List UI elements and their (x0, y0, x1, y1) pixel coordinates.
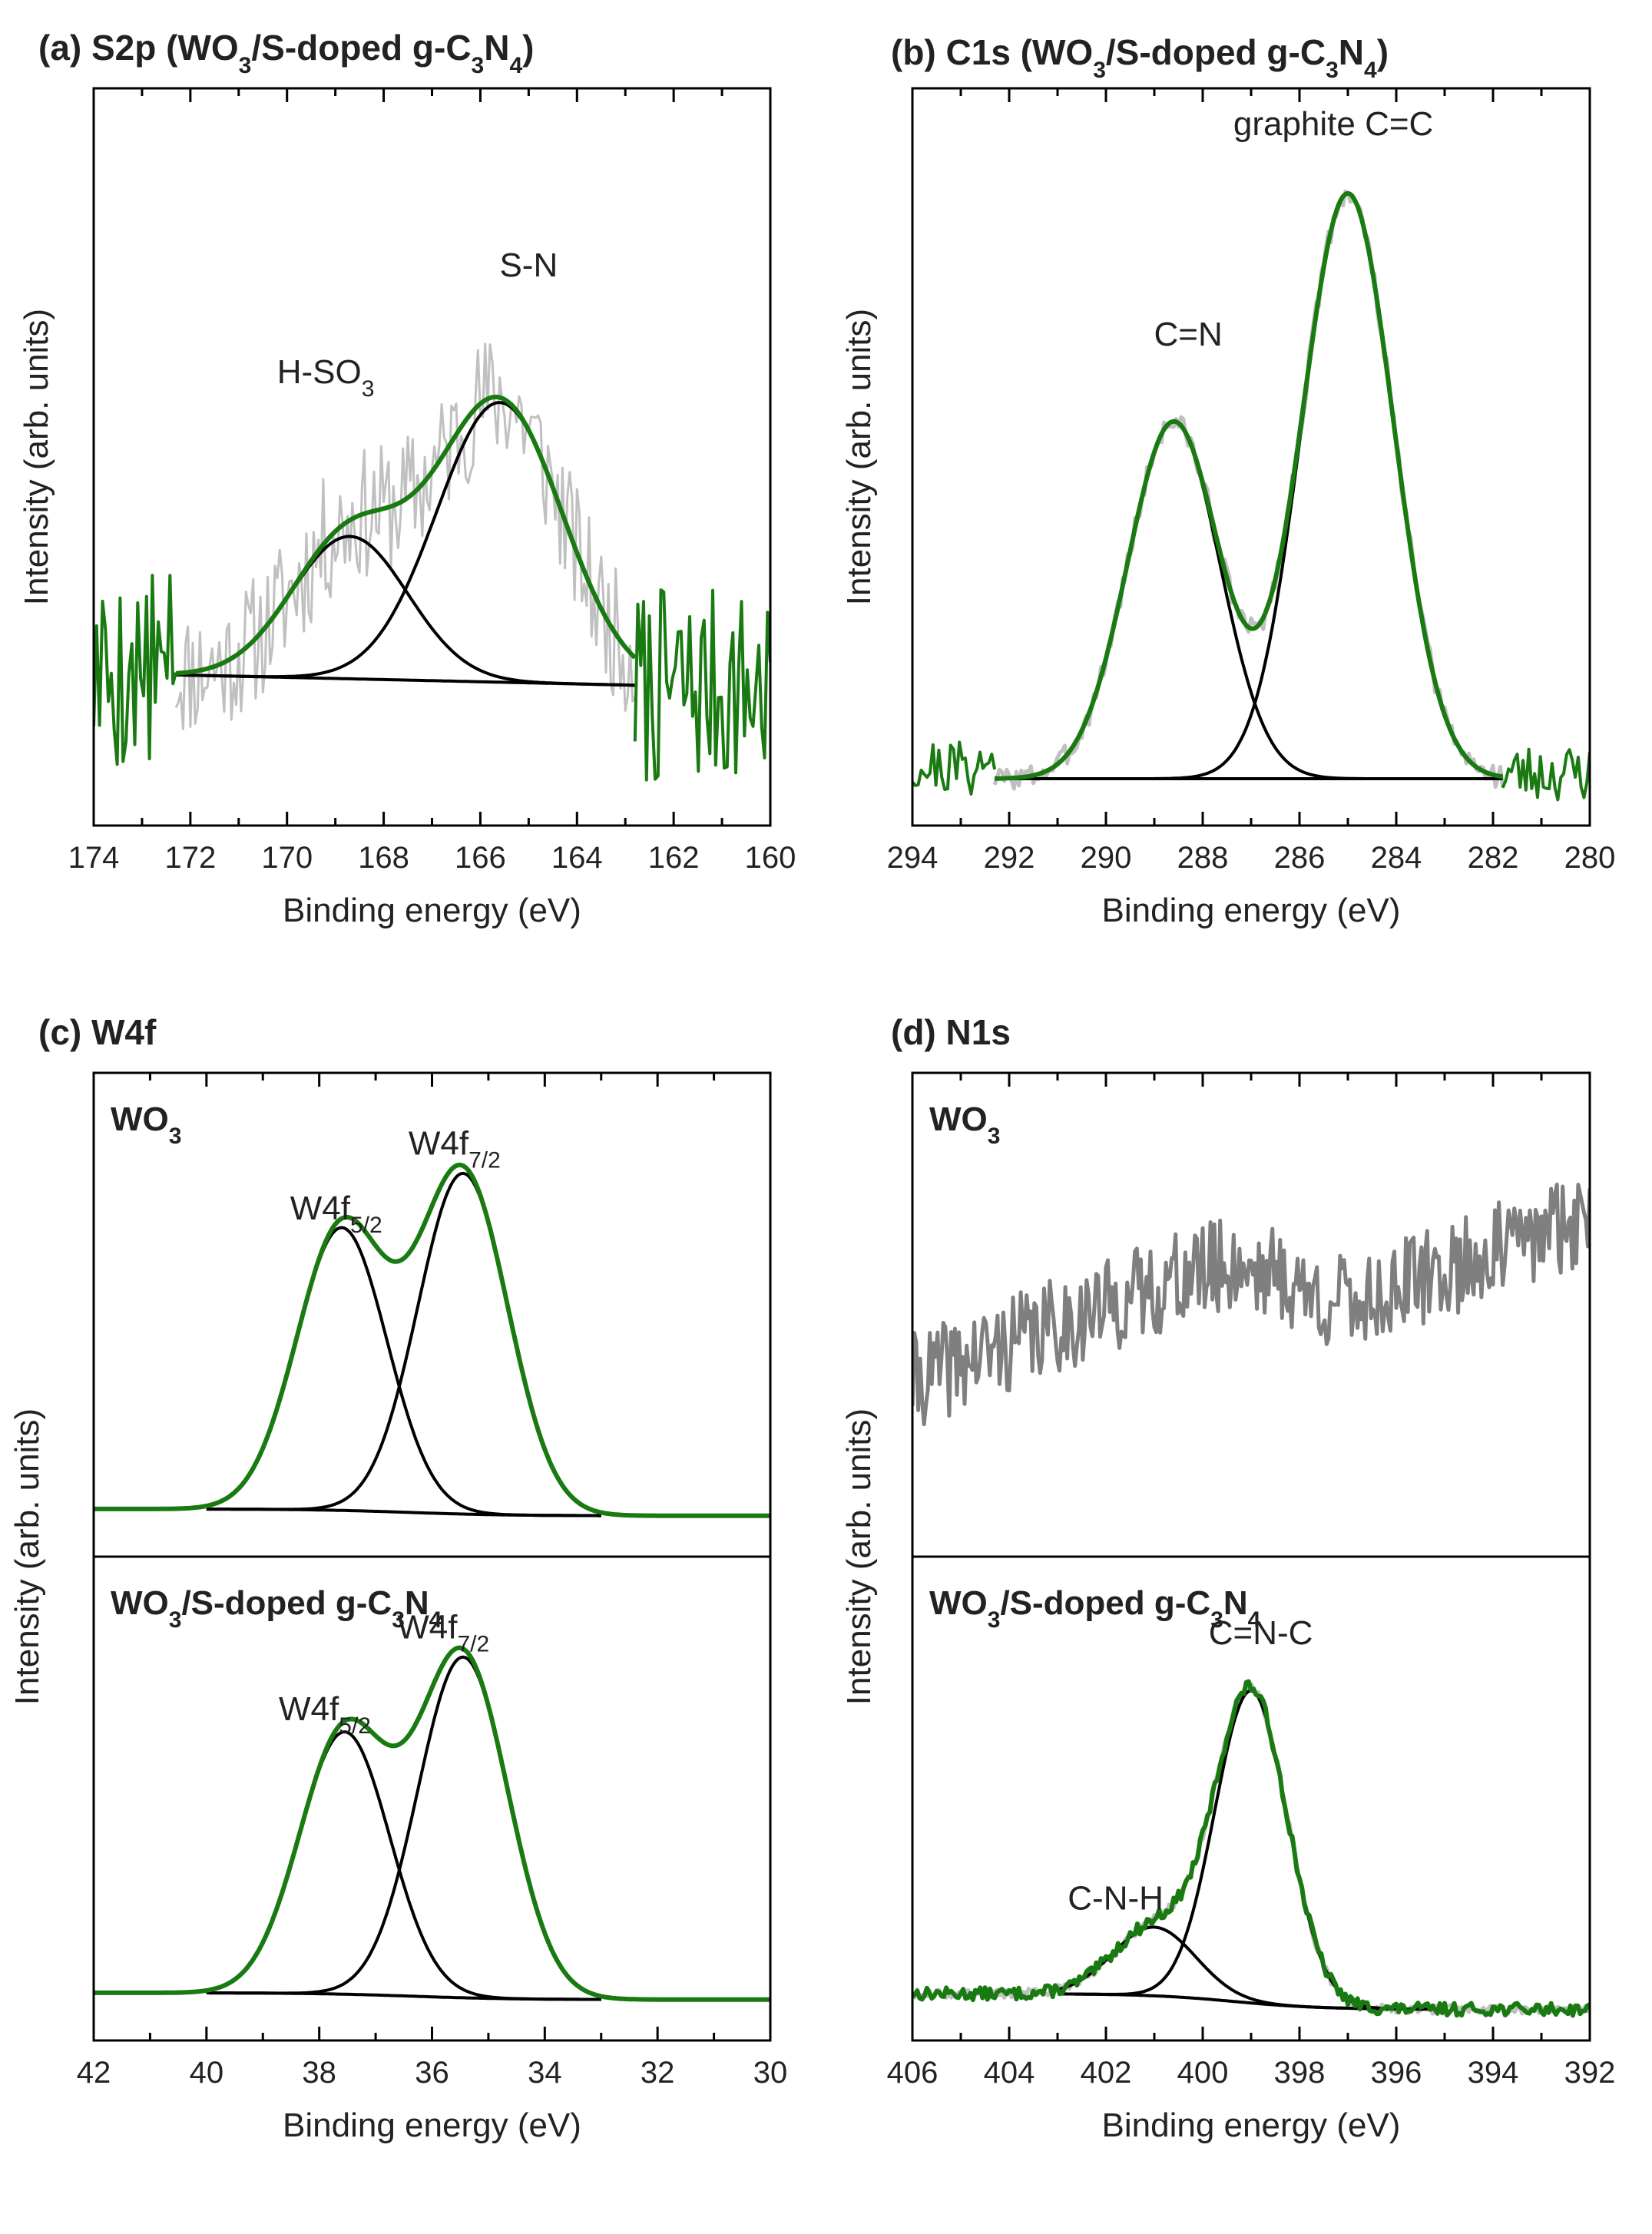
x-tick-label: 288 (1177, 841, 1229, 875)
peak-label: W4f7/2 (397, 1608, 489, 1656)
panel-b: (b) C1s (WO3/S-doped g-C3N4) Intensity (a… (840, 32, 1615, 929)
series-envelope-fit (175, 394, 637, 676)
x-tick-label: 392 (1564, 2056, 1616, 2090)
x-tick-label: 32 (641, 2056, 675, 2090)
peak-label: W4f5/2 (279, 1690, 371, 1739)
peak-label: W4f5/2 (290, 1190, 382, 1238)
y-axis-label: Intensity (arb. units) (840, 309, 878, 605)
series-edge-noise-right (633, 588, 770, 782)
series-raw (912, 1183, 1590, 1427)
sample-label: WO3 (929, 1100, 1000, 1149)
panel-title: (d) N1s (891, 1012, 1011, 1052)
peak-label: graphite C=C (1233, 105, 1433, 143)
y-axis-label: Intensity (arb. units) (840, 1408, 878, 1705)
x-tick-label: 172 (164, 841, 216, 875)
panel-title: (b) C1s (WO3/S-doped g-C3N4) (891, 32, 1389, 83)
panel-a: (a) S2p (WO3/S-doped g-C3N4) Intensity (a… (18, 28, 796, 929)
peak-label: S-N (499, 247, 558, 284)
panel-title: (c) W4f (38, 1012, 157, 1052)
x-tick-label: 406 (887, 2056, 939, 2090)
x-tick-label: 38 (302, 2056, 336, 2090)
y-axis-label: Intensity (arb. units) (18, 309, 55, 605)
peak-label: C=N-C (1209, 1614, 1313, 1652)
x-tick-label: 286 (1274, 841, 1326, 875)
x-tick-label: 42 (77, 2056, 111, 2090)
x-tick-label: 396 (1371, 2056, 1422, 2090)
x-tick-label: 282 (1468, 841, 1519, 875)
x-tick-label: 292 (984, 841, 1035, 875)
x-axis-label: Binding energy (eV) (283, 892, 581, 929)
x-tick-label: 34 (528, 2056, 562, 2090)
panel-d: (d) N1s Intensity (arb. units) WO3 C-N-H C=N… (840, 1012, 1615, 2144)
peak-label: C-N-H (1068, 1879, 1164, 1917)
x-tick-label: 36 (415, 2056, 449, 2090)
x-tick-label: 280 (1564, 841, 1616, 875)
peak-label: W4f7/2 (409, 1124, 501, 1173)
series-envelope-fit (994, 190, 1504, 781)
x-tick-label: 284 (1371, 841, 1422, 875)
series-envelope-fit (912, 1679, 1590, 2018)
x-tick-label: 290 (1081, 841, 1132, 875)
peak-label: C=N (1154, 316, 1222, 353)
x-tick-label: 164 (551, 841, 603, 875)
x-tick-label: 170 (261, 841, 313, 875)
x-tick-label: 162 (648, 841, 700, 875)
x-tick-label: 402 (1081, 2056, 1132, 2090)
series-envelope-fit (94, 1162, 770, 1518)
x-tick-label: 398 (1274, 2056, 1326, 2090)
x-tick-label: 400 (1177, 2056, 1229, 2090)
x-tick-label: 394 (1468, 2056, 1519, 2090)
x-tick-label: 168 (358, 841, 409, 875)
x-tick-label: 30 (753, 2056, 788, 2090)
x-tick-label: 404 (984, 2056, 1035, 2090)
y-axis-label: Intensity (arb. units) (8, 1408, 46, 1705)
x-tick-label: 166 (455, 841, 506, 875)
series-envelope-fit (94, 1645, 770, 2002)
x-tick-label: 160 (745, 841, 796, 875)
series-edge-noise-left (912, 740, 997, 796)
sample-label: WO3/S-doped g-C3N4 (929, 1584, 1261, 1633)
series-edge-noise-right (1501, 747, 1590, 802)
x-axis-label: Binding energy (eV) (1102, 2107, 1401, 2144)
x-tick-label: 40 (190, 2056, 224, 2090)
sample-label: WO3 (111, 1100, 181, 1149)
x-axis-label: Binding energy (eV) (1102, 892, 1401, 929)
x-tick-label: 294 (887, 841, 939, 875)
series-edge-noise-left (94, 574, 177, 766)
sample-label: WO3/S-doped g-C3N4 (111, 1584, 442, 1633)
panel-c: (c) W4f Intensity (arb. units) W4f5/2 W4f7/… (8, 1012, 787, 2144)
peak-label: H-SO3 (277, 353, 375, 402)
x-axis-label: Binding energy (eV) (283, 2107, 581, 2144)
x-tick-label: 174 (68, 841, 120, 875)
panel-title: (a) S2p (WO3/S-doped g-C3N4) (38, 28, 534, 78)
